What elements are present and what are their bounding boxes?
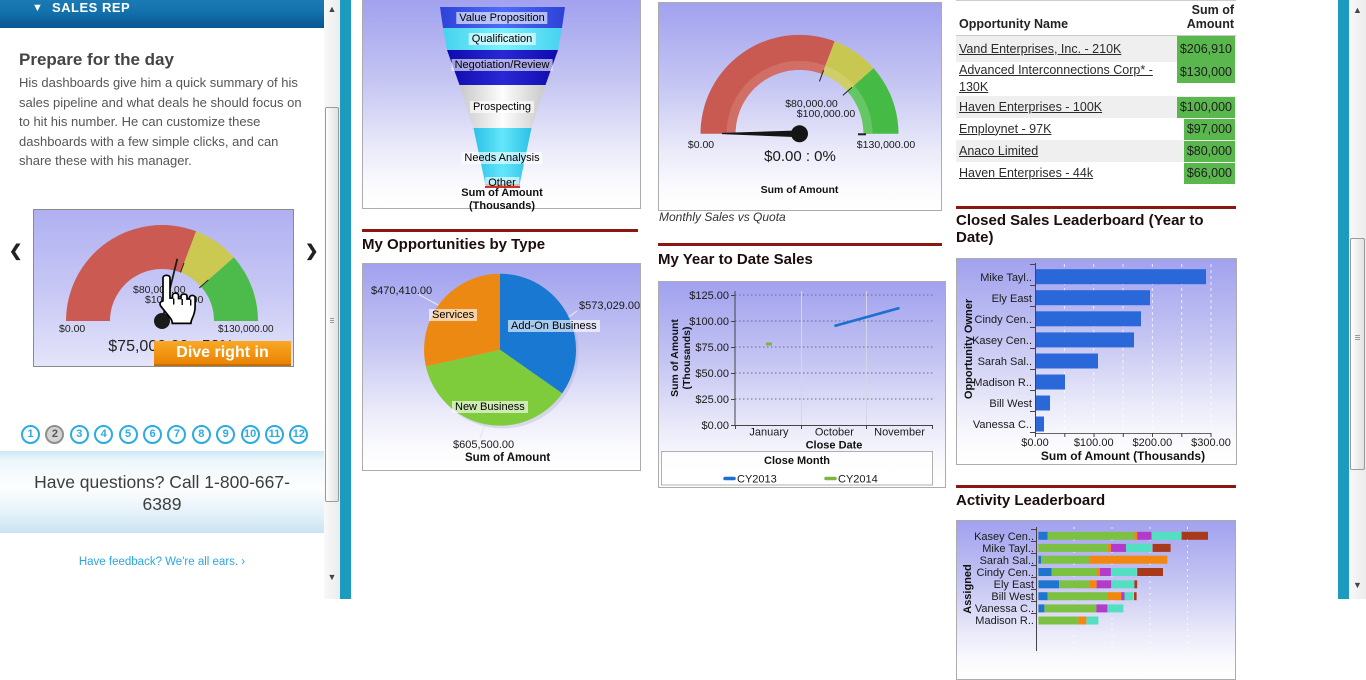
- svg-text:$0.00: $0.00: [701, 420, 729, 432]
- svg-text:$80,000.00: $80,000.00: [785, 98, 838, 110]
- svg-text:$0.00: $0.00: [688, 139, 714, 151]
- svg-text:November: November: [874, 427, 925, 439]
- svg-text:$100.00: $100.00: [689, 316, 729, 328]
- svg-text:(Thousands): (Thousands): [681, 327, 693, 390]
- svg-text:Sum of Amount: Sum of Amount: [761, 184, 839, 196]
- svg-text:Vanessa C..: Vanessa C..: [973, 419, 1032, 431]
- svg-text:$0.00 : 0%: $0.00 : 0%: [764, 148, 836, 165]
- svg-text:CY2014: CY2014: [838, 474, 878, 486]
- svg-text:Cindy Cen..: Cindy Cen..: [975, 314, 1032, 326]
- svg-text:CY2013: CY2013: [737, 474, 777, 486]
- svg-text:Assigned: Assigned: [962, 564, 974, 614]
- svg-text:Opportunity Owner: Opportunity Owner: [963, 298, 975, 399]
- svg-text:Cindy Cen..: Cindy Cen..: [977, 567, 1034, 579]
- svg-text:$100,000.00: $100,000.00: [797, 108, 856, 120]
- svg-text:$75.00: $75.00: [695, 342, 729, 354]
- svg-text:$0.00: $0.00: [59, 323, 85, 335]
- svg-text:Sarah Sal..: Sarah Sal..: [978, 356, 1032, 368]
- svg-text:Mike Tayl..: Mike Tayl..: [982, 543, 1034, 555]
- svg-text:$80,000.00: $80,000.00: [133, 284, 186, 296]
- svg-text:Ely East: Ely East: [992, 293, 1032, 305]
- svg-text:$130,000.00: $130,000.00: [218, 324, 274, 335]
- svg-text:Kasey Cen..: Kasey Cen..: [972, 335, 1032, 347]
- svg-text:Sum of Amount: Sum of Amount: [669, 319, 681, 397]
- svg-text:$0.00: $0.00: [1021, 437, 1049, 449]
- svg-text:Vanessa C..: Vanessa C..: [975, 603, 1034, 615]
- svg-text:Bill West: Bill West: [991, 591, 1034, 603]
- svg-text:January: January: [749, 427, 789, 439]
- svg-text:$125.00: $125.00: [689, 290, 729, 302]
- svg-text:October: October: [815, 427, 854, 439]
- svg-text:$200.00: $200.00: [1133, 437, 1173, 449]
- svg-text:Close Date: Close Date: [806, 440, 863, 452]
- svg-text:Close Month: Close Month: [764, 455, 830, 467]
- svg-text:$100.00: $100.00: [1074, 437, 1114, 449]
- svg-text:$130,000.00: $130,000.00: [857, 139, 916, 151]
- svg-text:Sarah Sal..: Sarah Sal..: [980, 555, 1034, 567]
- svg-text:$25.00: $25.00: [695, 394, 729, 406]
- svg-text:Mike Tayl..: Mike Tayl..: [980, 272, 1032, 284]
- svg-text:Kasey Cen..: Kasey Cen..: [974, 531, 1034, 543]
- svg-text:Bill West: Bill West: [989, 398, 1032, 410]
- svg-text:$50.00: $50.00: [695, 368, 729, 380]
- svg-text:Madison R..: Madison R..: [975, 615, 1034, 627]
- svg-text:Madison R..: Madison R..: [973, 377, 1032, 389]
- svg-text:Ely East: Ely East: [994, 579, 1034, 591]
- svg-text:Sum of Amount (Thousands): Sum of Amount (Thousands): [1041, 449, 1205, 463]
- svg-text:$300.00: $300.00: [1191, 437, 1231, 449]
